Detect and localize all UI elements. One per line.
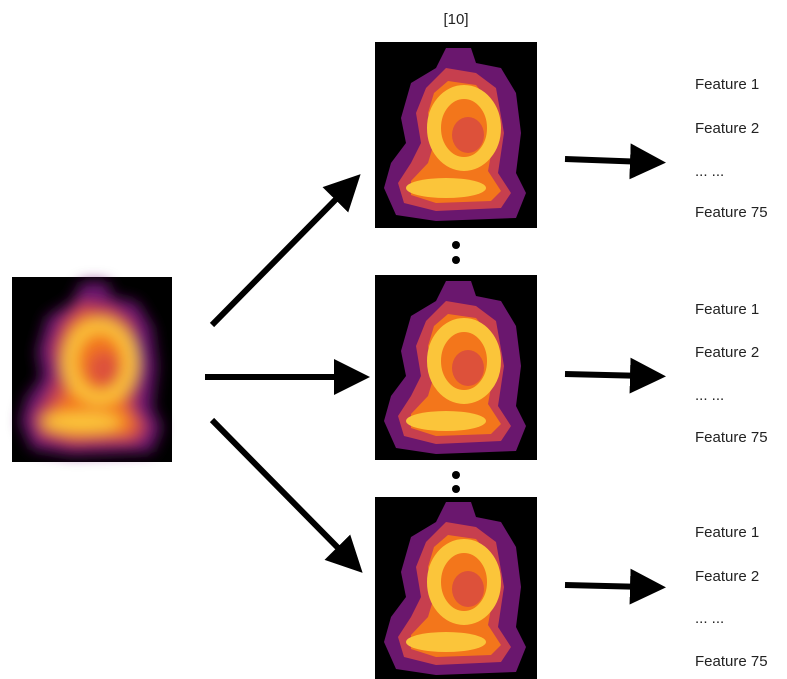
feature-label: ... ...	[695, 163, 724, 180]
dot	[452, 241, 460, 249]
annotation: [10]	[443, 11, 468, 28]
feature-label: Feature 1	[695, 301, 759, 318]
feature-label: Feature 1	[695, 524, 759, 541]
feature-label: Feature 75	[695, 653, 768, 670]
feature-label: Feature 2	[695, 568, 759, 585]
arrow	[565, 159, 648, 162]
feature-label: Feature 2	[695, 120, 759, 137]
feature-label: Feature 75	[695, 204, 768, 221]
arrow	[565, 374, 648, 376]
diagram: [10] Feature 1 Feature 2 ... ... Feature…	[0, 0, 787, 679]
arrow	[212, 187, 348, 325]
feature-label: Feature 75	[695, 429, 768, 446]
dot	[452, 485, 460, 493]
feature-label: Feature 2	[695, 344, 759, 361]
dot	[452, 256, 460, 264]
feature-label: ... ...	[695, 610, 724, 627]
arrow	[212, 420, 350, 560]
feature-label: Feature 1	[695, 76, 759, 93]
feature-label: ... ...	[695, 387, 724, 404]
arrow	[565, 585, 648, 587]
dot	[452, 471, 460, 479]
